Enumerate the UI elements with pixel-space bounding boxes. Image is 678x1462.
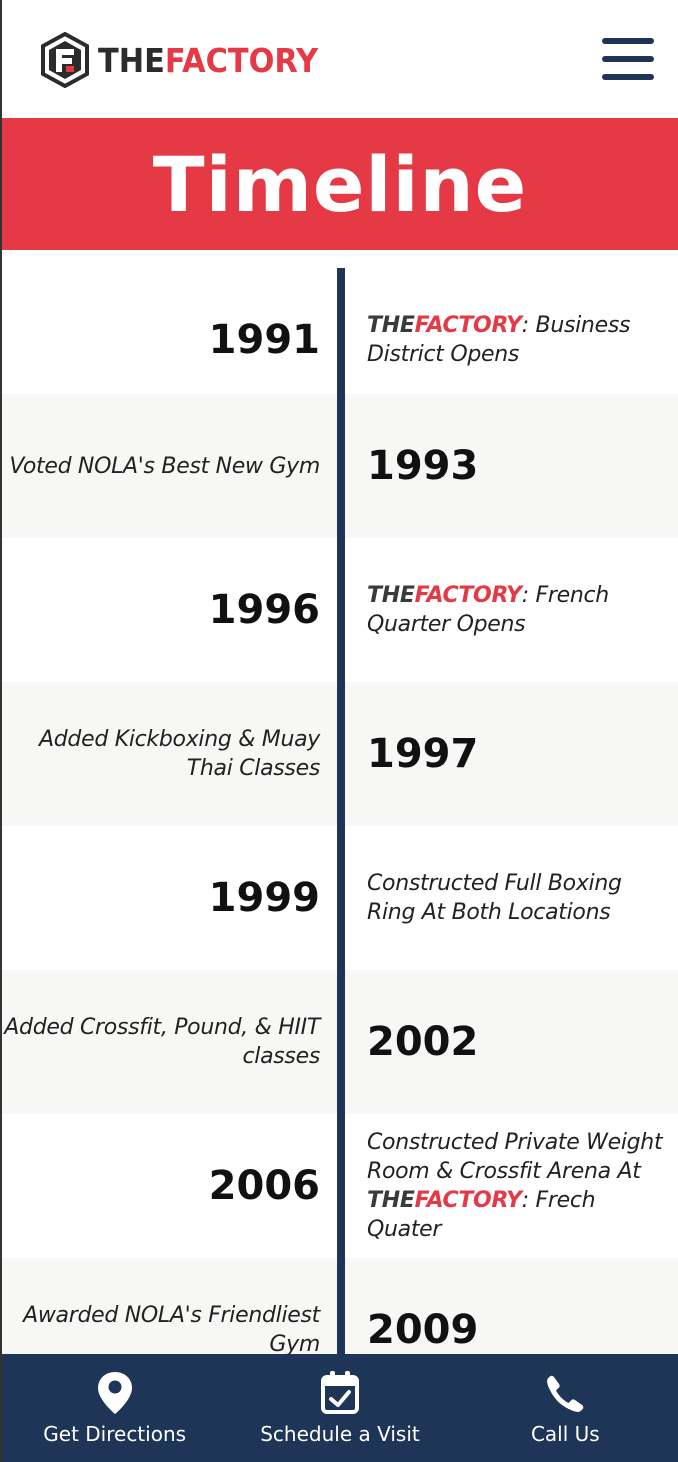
site-header: THEFACTORY bbox=[2, 0, 678, 118]
logo-wordmark: THEFACTORY bbox=[98, 41, 318, 80]
brand-the: THE bbox=[367, 583, 415, 608]
timeline-year: 2009 bbox=[367, 1307, 479, 1353]
map-pin-icon bbox=[97, 1372, 132, 1414]
timeline-description: Added Kickboxing & Muay Thai Classes bbox=[2, 725, 320, 783]
timeline-row: 2006 Constructed Private Weight Room & Cr… bbox=[2, 1114, 678, 1258]
bottom-action-bar: Get Directions Schedule a Visit Call Us bbox=[2, 1354, 678, 1462]
brand-factory: FACTORY bbox=[414, 583, 522, 608]
timeline-description: Voted NOLA's Best New Gym bbox=[9, 452, 320, 481]
get-directions-button[interactable]: Get Directions bbox=[2, 1354, 227, 1462]
timeline-description: Constructed Private Weight Room & Crossf… bbox=[367, 1128, 667, 1244]
get-directions-label: Get Directions bbox=[43, 1422, 187, 1446]
timeline-left-cell: 1999 bbox=[2, 826, 320, 970]
timeline-left-cell: 1996 bbox=[2, 538, 320, 682]
timeline-left-cell: 2006 bbox=[2, 1114, 320, 1258]
timeline-description-text: Awarded NOLA's Friendliest Gym bbox=[23, 1303, 320, 1357]
timeline-row: 1999 Constructed Full Boxing Ring At Both… bbox=[2, 826, 678, 970]
timeline-right-cell: 2009 bbox=[367, 1258, 667, 1360]
schedule-visit-button[interactable]: Schedule a Visit bbox=[227, 1354, 452, 1462]
timeline-left-cell: Added Kickboxing & Muay Thai Classes bbox=[2, 682, 320, 826]
timeline-left-cell: 1991 bbox=[2, 250, 320, 412]
timeline-right-cell: 1997 bbox=[367, 682, 667, 826]
timeline-description-text: Constructed Private Weight Room & Crossf… bbox=[367, 1130, 663, 1184]
logo-factory: FACTORY bbox=[164, 40, 319, 80]
timeline-right-cell: THEFACTORY: Business District Opens bbox=[367, 250, 667, 412]
timeline-description-text: Added Kickboxing & Muay Thai Classes bbox=[39, 727, 320, 781]
timeline-description-text: : French Quarter Opens bbox=[367, 583, 609, 637]
call-us-label: Call Us bbox=[530, 1422, 600, 1446]
timeline-year: 1996 bbox=[208, 587, 320, 633]
timeline-year: 1993 bbox=[367, 443, 479, 489]
page-banner: Timeline bbox=[2, 118, 678, 250]
timeline-right-cell: 1993 bbox=[367, 394, 667, 538]
brand-the: THE bbox=[367, 1188, 415, 1213]
timeline-year: 1991 bbox=[208, 317, 320, 363]
timeline-row: 1991 THEFACTORY: Business District Opens bbox=[2, 250, 678, 412]
page-title: Timeline bbox=[152, 139, 528, 229]
timeline-description-text: Voted NOLA's Best New Gym bbox=[9, 453, 320, 479]
phone-icon bbox=[547, 1375, 584, 1412]
call-us-button[interactable]: Call Us bbox=[453, 1354, 678, 1462]
schedule-visit-label: Schedule a Visit bbox=[260, 1422, 420, 1446]
brand-the: THE bbox=[367, 313, 415, 338]
timeline-description-text: : Business District Opens bbox=[367, 313, 631, 367]
timeline-right-cell: Constructed Private Weight Room & Crossf… bbox=[367, 1114, 667, 1258]
timeline-description: Awarded NOLA's Friendliest Gym bbox=[2, 1301, 320, 1359]
site-logo[interactable]: THEFACTORY bbox=[40, 32, 337, 88]
timeline-line bbox=[337, 268, 345, 1360]
timeline-description: THEFACTORY: French Quarter Opens bbox=[367, 581, 667, 639]
timeline-description: Added Crossfit, Pound, & HIIT classes bbox=[2, 1013, 320, 1071]
timeline-right-cell: Constructed Full Boxing Ring At Both Loc… bbox=[367, 826, 667, 970]
hamburger-icon-bar bbox=[602, 74, 654, 80]
timeline-right-cell: THEFACTORY: French Quarter Opens bbox=[367, 538, 667, 682]
logo-the: THE bbox=[98, 40, 165, 80]
timeline-row: 1996 THEFACTORY: French Quarter Opens bbox=[2, 538, 678, 682]
timeline-right-cell: 2002 bbox=[367, 970, 667, 1114]
timeline-year: 1997 bbox=[367, 731, 479, 777]
timeline-year: 2002 bbox=[367, 1019, 479, 1065]
timeline-description-text: Added Crossfit, Pound, & HIIT classes bbox=[4, 1015, 320, 1069]
calendar-check-icon bbox=[320, 1371, 359, 1414]
timeline-description: Constructed Full Boxing Ring At Both Loc… bbox=[367, 869, 667, 927]
timeline-left-cell: Added Crossfit, Pound, & HIIT classes bbox=[2, 970, 320, 1114]
timeline-description-text: : Frech Quater bbox=[367, 1188, 596, 1242]
timeline: 1991 THEFACTORY: Business District Opens V… bbox=[2, 250, 678, 1360]
timeline-year: 1999 bbox=[208, 875, 320, 921]
brand-factory: FACTORY bbox=[414, 1188, 522, 1213]
timeline-description-text: Constructed Full Boxing Ring At Both Loc… bbox=[367, 871, 622, 925]
timeline-description: THEFACTORY: Business District Opens bbox=[367, 311, 667, 369]
hamburger-menu-button[interactable] bbox=[602, 38, 654, 80]
timeline-left-cell: Voted NOLA's Best New Gym bbox=[2, 394, 320, 538]
timeline-year: 2006 bbox=[208, 1163, 320, 1209]
brand-factory: FACTORY bbox=[414, 313, 522, 338]
hamburger-icon-bar bbox=[602, 56, 654, 62]
logo-icon bbox=[41, 32, 89, 88]
hamburger-icon bbox=[602, 38, 654, 44]
timeline-left-cell: Awarded NOLA's Friendliest Gym bbox=[2, 1258, 320, 1360]
